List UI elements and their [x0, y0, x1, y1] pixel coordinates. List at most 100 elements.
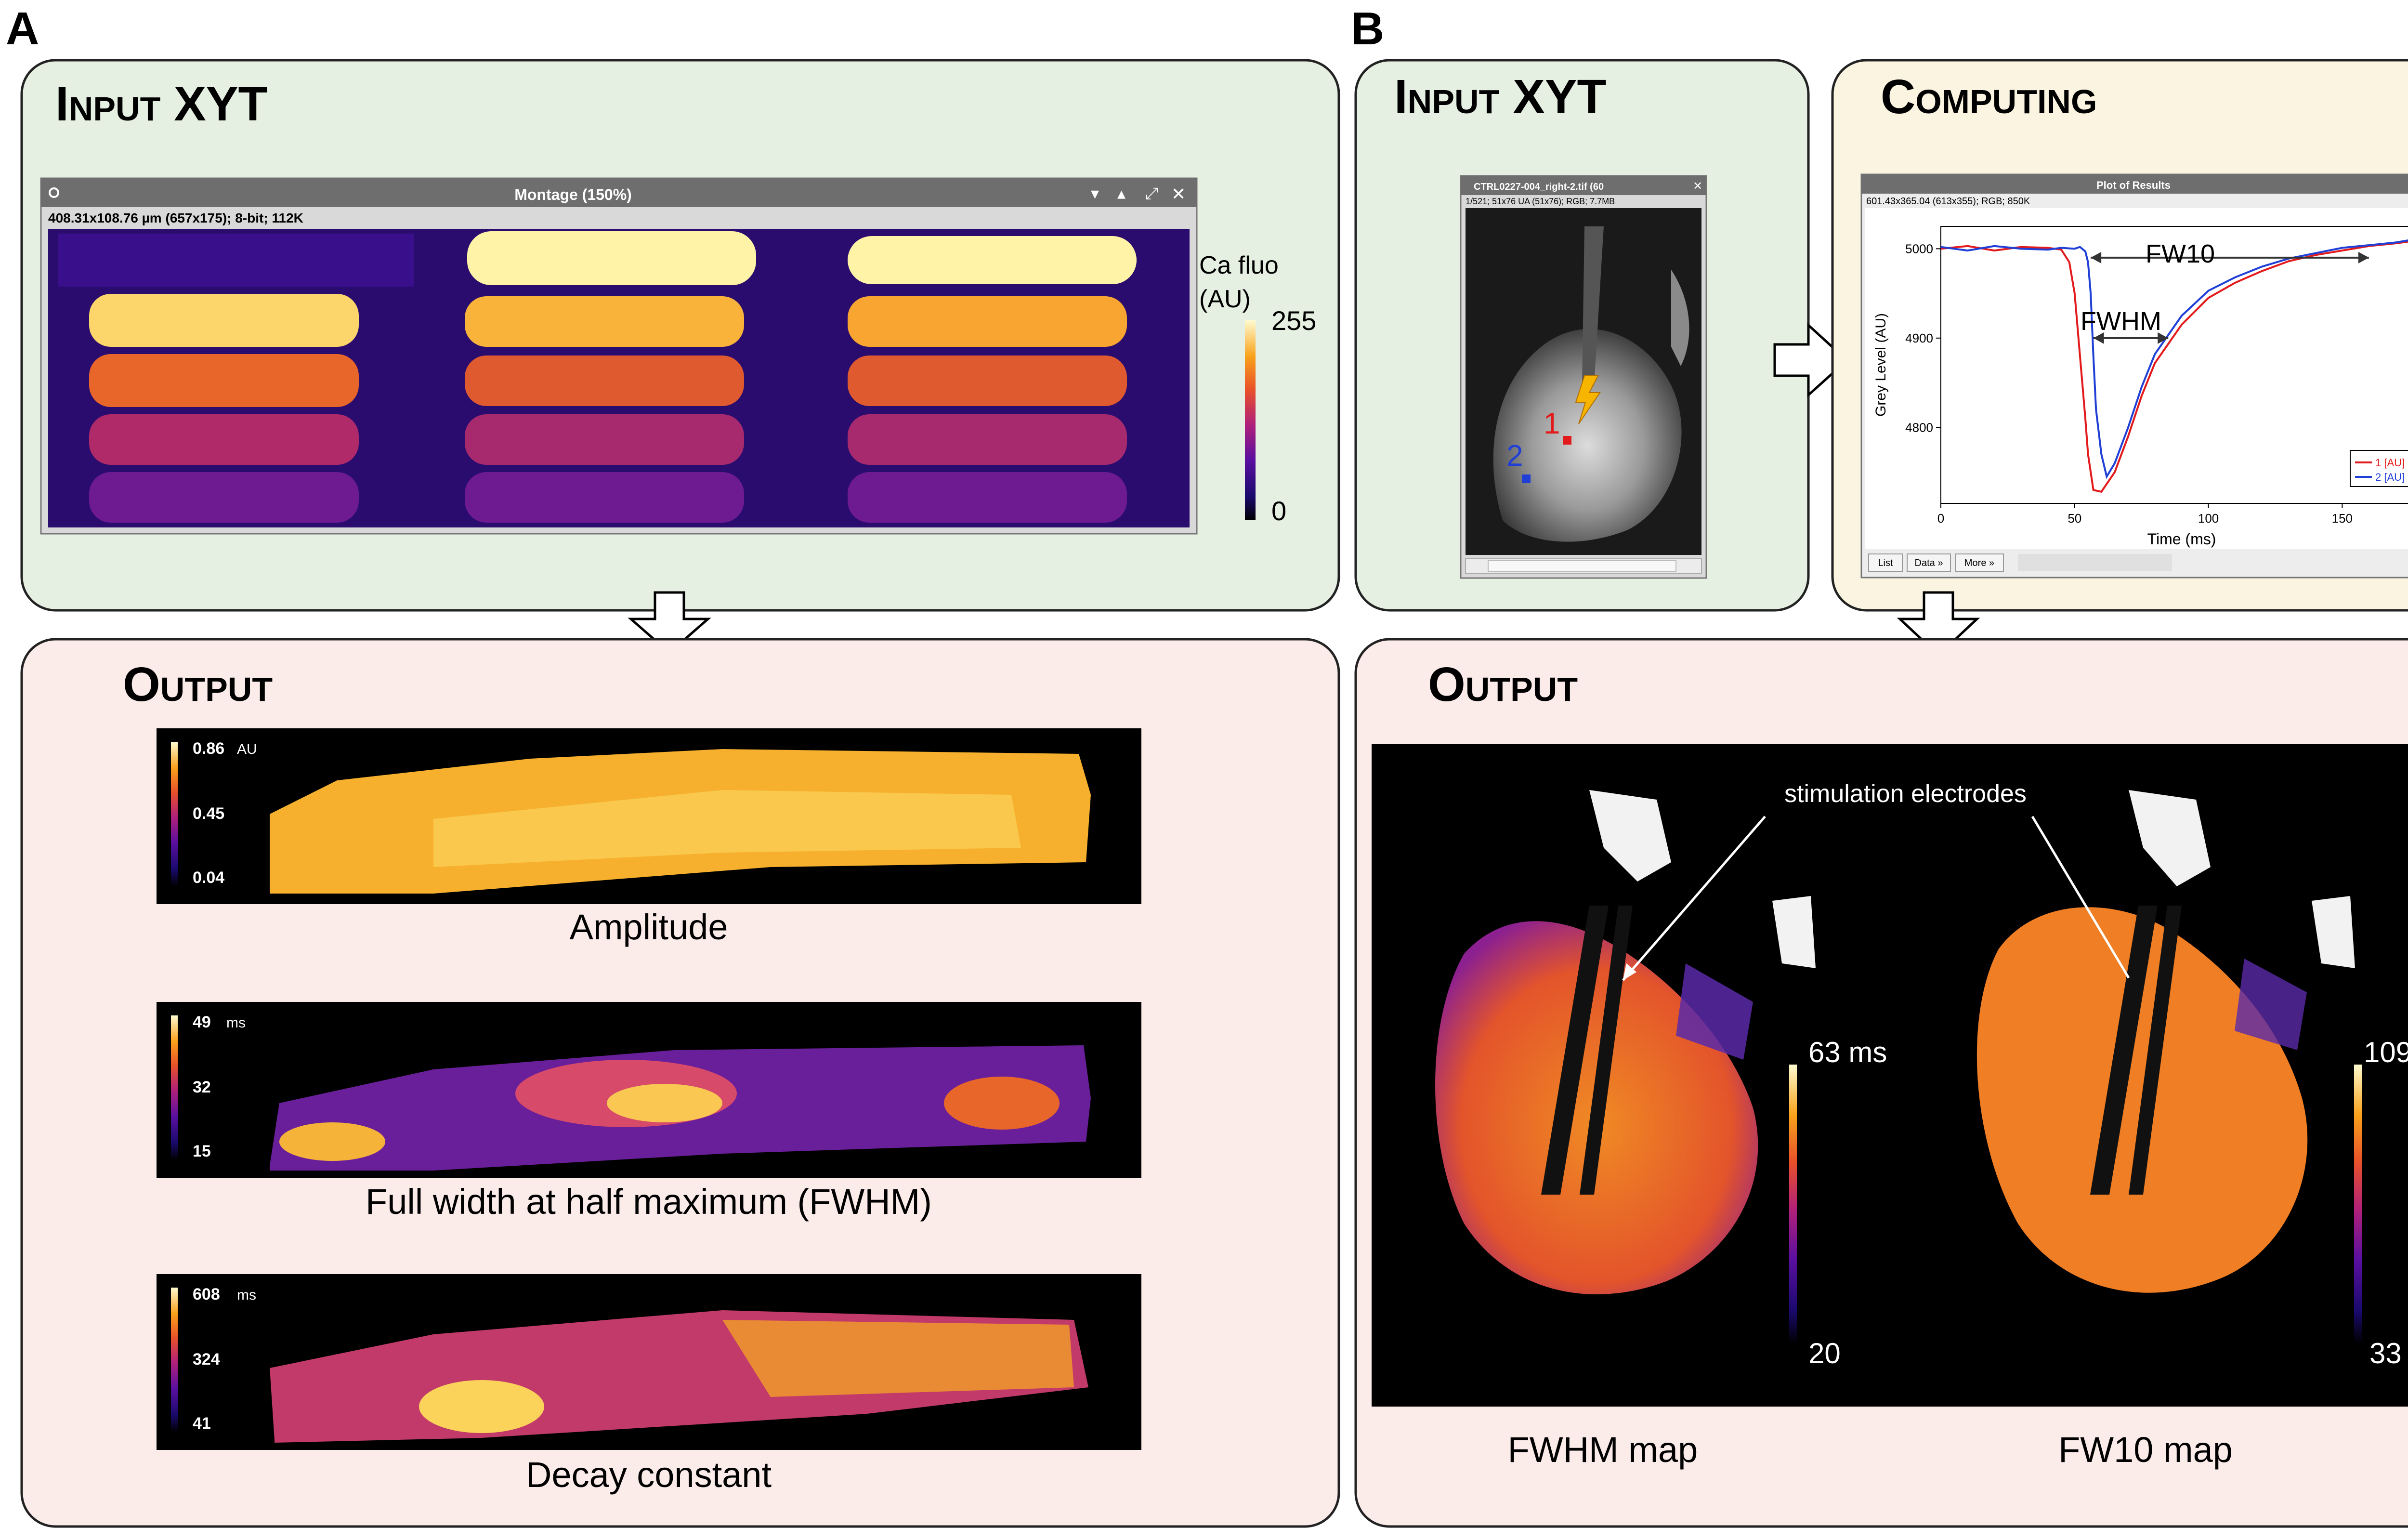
- scale-mid: 32: [193, 1078, 211, 1096]
- roi-label-1: 1: [1544, 407, 1560, 440]
- colorbar-min-label: 0: [1271, 496, 1286, 526]
- montage-window-title: Montage (150%): [514, 186, 632, 203]
- data-button-label: Data »: [1915, 558, 1943, 568]
- electrode-pointer-head: [1623, 963, 1636, 980]
- amplitude-caption: Amplitude: [569, 907, 728, 947]
- down-arrow-b: [1897, 591, 1980, 657]
- panel-b-output-title: Output: [1428, 658, 1578, 711]
- fwhm-label: FWHM: [2081, 307, 2161, 336]
- scale-max: 49: [193, 1013, 211, 1031]
- montage-tile: [465, 355, 744, 406]
- x-tick-label: 50: [2068, 511, 2081, 526]
- y-tick-label: 4800: [1905, 420, 1933, 434]
- more-button-label: More »: [1964, 558, 1994, 568]
- minimize-icon[interactable]: ▴: [1117, 184, 1125, 203]
- montage-tile: [467, 231, 756, 285]
- montage-tile: [848, 472, 1127, 523]
- activation-maps: stimulation electrodes 63 ms 20 109 ms 3…: [1372, 744, 2408, 1407]
- panel-a-input-title: Input XYT: [55, 77, 268, 131]
- scale-unit: AU: [237, 741, 257, 757]
- x-tick-label: 100: [2198, 511, 2219, 526]
- roi-label-2: 2: [1506, 439, 1523, 473]
- down-arrow-a: [628, 591, 711, 655]
- montage-tile: [465, 296, 744, 347]
- fwhm-arrow-head-left: [2093, 332, 2104, 344]
- electrode: [1541, 906, 1609, 1195]
- scale-unit: ms: [226, 1015, 246, 1031]
- panel-a-output-title: Output: [123, 658, 273, 711]
- close-icon[interactable]: ✕: [1171, 184, 1186, 204]
- montage-tile: [89, 472, 359, 523]
- scale-unit: ms: [237, 1287, 256, 1303]
- roi-marker-2: [1522, 474, 1531, 483]
- fw10-colorbar: [2354, 1065, 2362, 1344]
- y-axis-label: Grey Level (AU): [1873, 313, 1889, 417]
- roi-marker-1: [1563, 436, 1571, 445]
- colorbar-max-label: 255: [1271, 305, 1316, 336]
- window-menu-icon[interactable]: [49, 187, 59, 198]
- montage-tile: [465, 414, 744, 465]
- panel-b-input-title: Input XYT: [1394, 70, 1607, 124]
- amplitude-map: 0.86 AU 0.45 0.04: [157, 728, 1141, 904]
- plot-frame: [1940, 226, 2408, 504]
- montage-tile: [848, 355, 1127, 406]
- electrode-pointer: [1622, 816, 1766, 981]
- lightning-icon: [1575, 375, 1601, 424]
- panel-a-letter: A: [6, 3, 39, 54]
- heart-image-info: 1/521; 51x76 UA (51x76); RGB; 7.7MB: [1466, 197, 1615, 206]
- montage-tile: [89, 414, 359, 465]
- fw10-map-caption: FW10 map: [2058, 1430, 2233, 1470]
- colorbar-label-line1: Ca fluo: [1199, 251, 1279, 279]
- plot-buttons: List Data » More »: [1868, 553, 2172, 572]
- scale-mid: 0.45: [193, 804, 224, 823]
- legend-label: 2 [AU]: [2375, 471, 2405, 483]
- list-button-label: List: [1878, 558, 1893, 568]
- electrode: [2090, 906, 2158, 1195]
- fw10-arrow-head-left: [2091, 251, 2102, 263]
- right-arrow-b: [1773, 322, 1849, 398]
- montage-tile: [848, 414, 1127, 465]
- x-tick-label: 150: [2332, 511, 2353, 526]
- scale-min: 41: [193, 1414, 211, 1433]
- scrollbar-thumb[interactable]: [1488, 560, 1676, 572]
- plot-window: Plot of Results ✕ 601.43x365.04 (613x355…: [1860, 173, 2408, 579]
- electrode: [2129, 906, 2182, 1195]
- legend-label: 1 [AU]: [2375, 457, 2405, 469]
- fwhm-map-a: 49 ms 32 15: [157, 1002, 1141, 1178]
- heart-window-title-bar[interactable]: [1461, 176, 1706, 195]
- colorbar-label-line2: (AU): [1199, 285, 1251, 313]
- plot-window-title-bar[interactable]: [1861, 174, 2408, 194]
- electrode: [1580, 906, 1633, 1195]
- fw10-arrow-head-right: [2358, 251, 2369, 263]
- pin-icon[interactable]: ▾: [1091, 184, 1099, 203]
- montage-tile: [89, 354, 359, 407]
- fw10-label: FW10: [2146, 239, 2215, 268]
- y-tick-label: 4900: [1905, 331, 1933, 345]
- computing-title: Computing: [1881, 70, 2097, 124]
- electrode-pointer: [2031, 816, 2130, 979]
- montage-title-bar[interactable]: [41, 178, 1197, 207]
- list-button[interactable]: [1868, 553, 1903, 572]
- montage-tile: [848, 296, 1127, 347]
- scale-min: 15: [193, 1142, 211, 1160]
- decay-map: 608 ms 324 41: [157, 1274, 1141, 1450]
- electrode-label: stimulation electrodes: [1784, 780, 2027, 808]
- more-button[interactable]: [1955, 553, 2004, 572]
- fw10-scale-min: 33: [2369, 1337, 2402, 1369]
- scale-mid: 324: [193, 1350, 220, 1369]
- fwhm-caption: Full width at half maximum (FWHM): [366, 1182, 932, 1222]
- legend-box: [2350, 450, 2408, 487]
- data-button[interactable]: [1907, 553, 1951, 572]
- montage-tile: [848, 236, 1137, 284]
- plot-window-title: Plot of Results: [2096, 179, 2171, 191]
- montage-tile: [89, 294, 359, 347]
- plot-info: 601.43x365.04 (613x355); RGB; 850K: [1866, 196, 2030, 207]
- maximize-icon[interactable]: ⤢: [1145, 184, 1158, 203]
- close-icon[interactable]: ✕: [1693, 180, 1702, 193]
- scale-min: 0.04: [193, 869, 224, 887]
- colorbar-a: [1245, 320, 1256, 520]
- montage-image-info: 408.31x108.76 µm (657x175); 8-bit; 112K: [48, 211, 303, 225]
- scale-max: 608: [193, 1285, 220, 1303]
- montage-tile: [465, 472, 744, 523]
- fwhm-scale-max: 63 ms: [1808, 1036, 1887, 1068]
